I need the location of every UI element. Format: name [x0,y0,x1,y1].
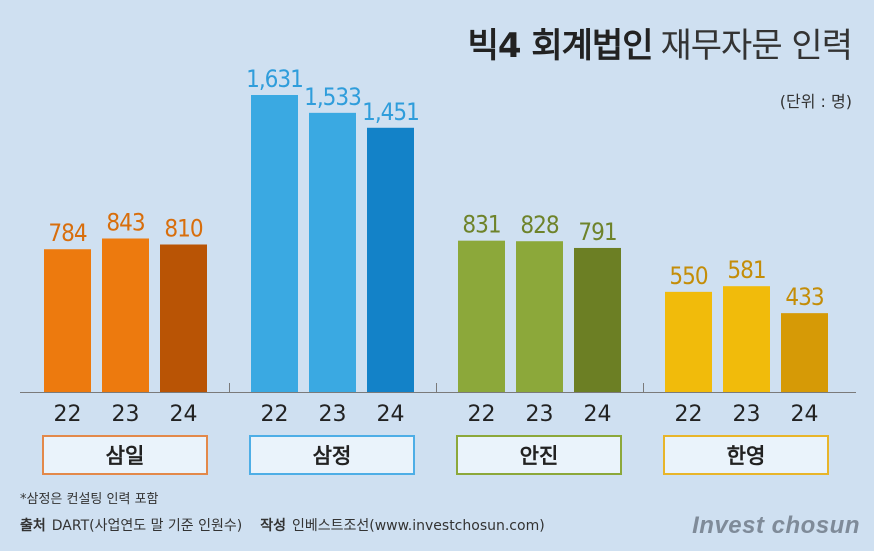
group-label: 안진 [520,444,559,468]
author-text: 인베스트조선(www.investchosun.com) [291,518,545,534]
bar-안진-23 [516,241,563,392]
title-bold: 빅4 회계법인 [467,26,654,66]
brand-logo: Invest chosun [692,512,860,539]
source-text: DART(사업연도 말 기준 인원수) [51,518,243,534]
chart-title: 빅4 회계법인 재무자문 인력 [467,18,853,67]
unit-label: (단위 : 명) [779,92,852,111]
bar-한영-24 [781,313,828,392]
tick-label: 23 [319,402,347,427]
source-line: 출처 DART(사업연도 말 기준 인원수) 작성 인베스트조선(www.invest… [20,515,545,535]
tick-label: 22 [54,402,82,427]
bar-한영-23 [723,286,770,392]
bar-삼일-24 [160,244,207,392]
data-label: 843 [106,208,144,236]
bar-안진-24 [574,247,621,392]
group-box-한영 [663,435,829,475]
tick-label: 23 [112,402,140,427]
data-label: 433 [785,283,823,311]
group-label: 삼정 [313,444,352,468]
bar-삼일-23 [102,238,149,392]
data-label: 791 [578,218,616,246]
data-label: 1,533 [304,83,361,111]
bar-삼일-22 [44,249,91,392]
tick-label: 23 [733,402,761,427]
bar-삼정-22 [251,95,298,392]
tick-label: 24 [791,402,819,427]
data-label: 784 [48,219,86,247]
bar-삼정-23 [309,112,356,393]
bar-한영-22 [665,291,712,392]
tick-label: 24 [170,402,198,427]
data-label: 550 [669,262,707,290]
author-label: 작성 [260,518,286,534]
source-label: 출처 [20,518,46,534]
group-label: 삼일 [106,444,145,468]
data-label: 810 [164,215,202,243]
tick-label: 24 [584,402,612,427]
tick-label: 24 [377,402,405,427]
group-label: 한영 [727,444,766,468]
data-label: 828 [520,211,558,239]
data-label: 831 [462,211,500,239]
data-label: 581 [727,256,765,284]
group-box-삼정 [249,435,415,475]
tick-label: 22 [468,402,496,427]
title-light: 재무자문 인력 [660,26,853,66]
footnote: *삼정은 컨설팅 인력 포함 [20,492,159,507]
tick-label: 22 [675,402,703,427]
data-label: 1,631 [246,65,303,93]
tick-label: 23 [526,402,554,427]
bar-안진-22 [458,240,505,392]
group-box-안진 [456,435,622,475]
data-label: 1,451 [362,98,419,126]
tick-label: 22 [261,402,289,427]
group-box-삼일 [42,435,208,475]
bar-삼정-24 [367,127,414,392]
